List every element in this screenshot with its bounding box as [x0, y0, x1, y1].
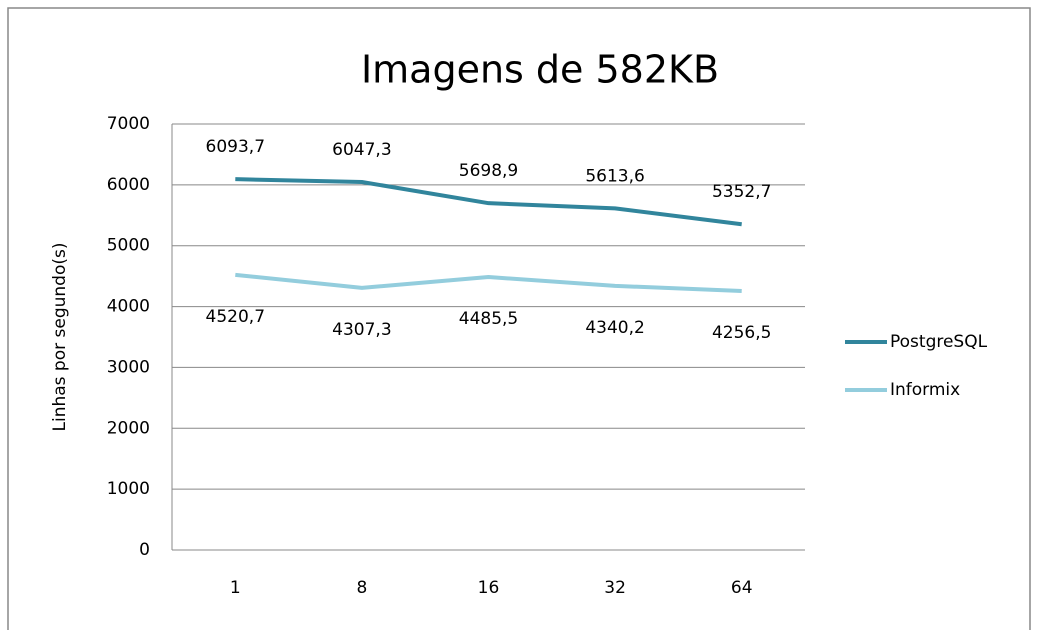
data-label: 6093,7 [206, 137, 265, 157]
y-tick-label: 2000 [107, 418, 150, 438]
y-tick-label: 5000 [107, 236, 150, 256]
y-tick-label: 4000 [107, 297, 150, 317]
x-tick-label: 1 [230, 578, 241, 598]
data-label: 5698,9 [459, 161, 518, 181]
line-series [235, 272, 742, 293]
x-tick-label: 8 [356, 578, 367, 598]
legend-label: PostgreSQL [890, 332, 988, 352]
data-label: 4340,2 [585, 318, 644, 338]
data-label: 4485,5 [459, 309, 518, 329]
data-label: 6047,3 [332, 140, 391, 160]
data-label: 4307,3 [332, 320, 391, 340]
legend-label: Informix [890, 380, 960, 400]
data-label: 5613,6 [585, 166, 644, 186]
chart-frame [7, 7, 1031, 630]
y-tick-label: 6000 [107, 175, 150, 195]
data-label: 4520,7 [206, 307, 265, 327]
x-tick-label: 16 [478, 578, 500, 598]
y-tick-label: 3000 [107, 357, 150, 377]
x-tick-label: 64 [731, 578, 753, 598]
x-tick-label: 32 [604, 578, 626, 598]
y-tick-label: 0 [139, 540, 150, 560]
chart-title: Imagens de 582KB [361, 48, 719, 92]
y-tick-label: 7000 [107, 114, 150, 134]
y-tick-label: 1000 [107, 479, 150, 499]
y-axis-label: Linhas por segundo(s) [50, 243, 70, 432]
line-series [235, 177, 742, 227]
data-label: 4256,5 [712, 323, 771, 343]
data-label: 5352,7 [712, 182, 771, 202]
